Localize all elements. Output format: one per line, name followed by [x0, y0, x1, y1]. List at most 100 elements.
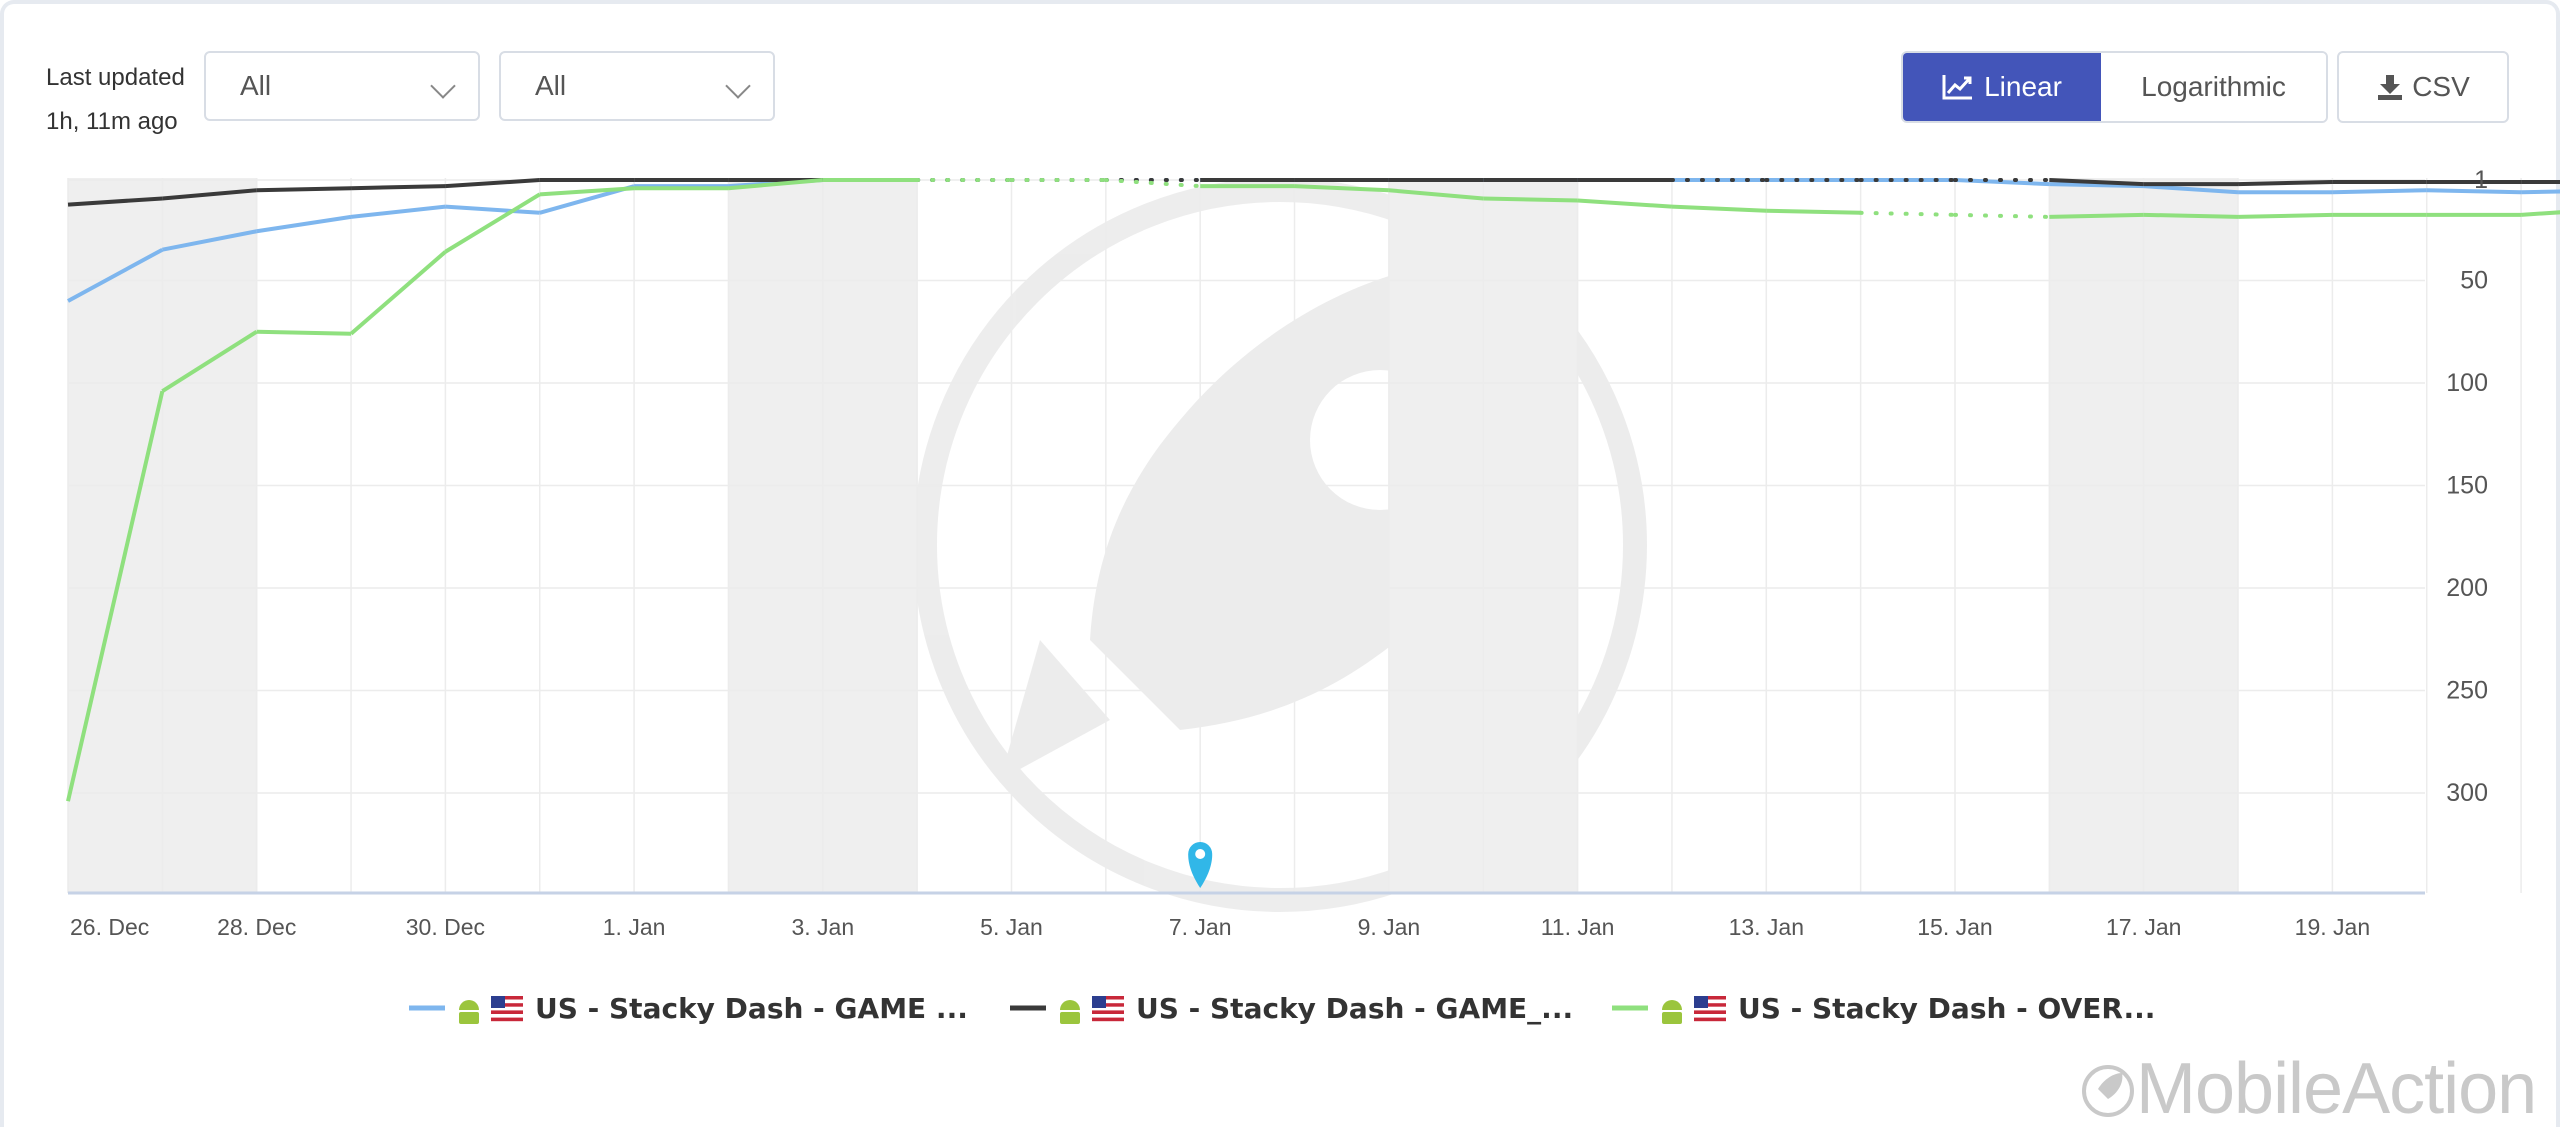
x-tick-label: 17. Jan — [2106, 914, 2181, 940]
series-segment — [2521, 189, 2560, 195]
filter-dropdown-1[interactable]: All — [204, 51, 480, 121]
flag-stripe — [1092, 1017, 1124, 1022]
flag-canton — [1092, 996, 1106, 1008]
series-segment — [2520, 210, 2560, 217]
series-segment — [2049, 182, 2144, 189]
flag-stripe — [491, 999, 523, 1004]
download-icon — [2378, 75, 2403, 100]
filter-dropdown-2[interactable]: All — [499, 51, 775, 121]
flag-canton — [1694, 996, 1708, 1008]
series-segment — [1294, 184, 1389, 193]
y-tick-label: 50 — [2460, 266, 2488, 294]
legend-item[interactable]: US - Stacky Dash - GAME_... — [1010, 992, 1573, 1025]
flag-stripe — [1092, 1014, 1124, 1018]
last-updated-value: 1h, 11m ago — [46, 108, 178, 135]
flag-stripe — [491, 1006, 523, 1011]
series-segment — [1766, 208, 1861, 215]
us-flag-icon — [1694, 996, 1726, 1022]
event-marker-icon — [1188, 842, 1213, 888]
android-icon — [1060, 1000, 1080, 1010]
filter-dropdown-2-value: All — [535, 70, 567, 101]
series-segment — [1483, 196, 1578, 203]
x-tick-label: 7. Jan — [1169, 914, 1232, 940]
flag-stripe — [1092, 1010, 1124, 1014]
x-tick-label: 26. Dec — [70, 914, 149, 940]
series-segment — [2049, 212, 2144, 219]
series-segment — [2238, 180, 2333, 187]
x-tick-label: 11. Jan — [1541, 914, 1615, 940]
flag-stripe — [491, 1003, 523, 1007]
y-tick-label: 250 — [2446, 676, 2488, 704]
series-segment — [67, 247, 164, 303]
series-segment — [444, 192, 541, 254]
flag-stripe — [491, 996, 523, 1000]
logarithmic-scale-label: Logarithmic — [2141, 71, 2286, 102]
x-tick-label: 13. Jan — [1729, 914, 1804, 940]
series-segment — [2143, 212, 2239, 219]
brand-name: MobileAction — [2136, 1049, 2537, 1129]
x-tick-label: 15. Jan — [1917, 914, 1992, 940]
series-segment — [256, 329, 352, 336]
last-updated: Last updated 1h, 11m ago — [46, 56, 185, 144]
y-tick-label: 100 — [2446, 369, 2488, 397]
series-segment — [2143, 184, 2239, 195]
mobileaction-logo: MobileAction — [2080, 1048, 2537, 1130]
filter-dropdown-1-value: All — [240, 70, 272, 101]
flag-stripe — [491, 1017, 523, 1022]
flag-stripe — [1092, 1006, 1124, 1011]
x-tick-label: 19. Jan — [2295, 914, 2370, 940]
flag-stripe — [1092, 996, 1124, 1000]
series-segment — [1577, 198, 1673, 209]
flag-stripe — [491, 1014, 523, 1018]
legend-item[interactable]: US - Stacky Dash - OVER... — [1612, 992, 2155, 1025]
legend-label: US - Stacky Dash - OVER... — [1738, 992, 2155, 1025]
flag-stripe — [1694, 1014, 1726, 1018]
series-segment — [445, 178, 540, 189]
series-segment — [162, 188, 257, 201]
series-segment — [349, 250, 447, 336]
series-segment — [445, 204, 540, 215]
series-segment — [1671, 204, 1767, 213]
flag-stripe — [1694, 996, 1726, 1000]
series-segment — [67, 196, 163, 207]
flag-stripe — [1092, 999, 1124, 1004]
flag-canton — [491, 996, 505, 1008]
linear-scale-button[interactable]: Linear — [1903, 53, 2101, 121]
series-segment — [161, 330, 258, 393]
flag-stripe — [1694, 999, 1726, 1004]
series-2 — [66, 178, 2560, 802]
x-tick-label: 5. Jan — [980, 914, 1043, 940]
last-updated-label: Last updated — [46, 64, 185, 91]
series-segment — [351, 184, 446, 191]
series-segment — [350, 204, 446, 219]
android-icon-body — [1060, 1012, 1080, 1024]
scale-toggle: Linear Logarithmic — [1901, 51, 2328, 123]
series-segment — [1858, 210, 1957, 217]
x-tick-label: 3. Jan — [791, 914, 854, 940]
csv-download-button[interactable]: CSV — [2337, 51, 2509, 123]
series-segment — [2332, 188, 2427, 195]
flag-stripe — [1694, 1006, 1726, 1011]
logarithmic-scale-button[interactable]: Logarithmic — [2101, 53, 2326, 121]
series-segment — [1388, 188, 1484, 201]
legend-item[interactable]: US - Stacky Dash - GAME ... — [409, 992, 968, 1025]
us-flag-icon — [1092, 996, 1124, 1022]
flag-stripe — [1694, 1017, 1726, 1022]
series-segment — [728, 178, 823, 191]
series-segment — [66, 390, 165, 802]
legend-label: US - Stacky Dash - GAME ... — [535, 992, 968, 1025]
x-tick-label: 1. Jan — [603, 914, 666, 940]
android-icon — [459, 1000, 479, 1010]
event-marker-dot — [1195, 849, 1206, 859]
y-tick-label: 150 — [2446, 471, 2488, 499]
series-segment — [256, 186, 352, 193]
legend-label: US - Stacky Dash - GAME_... — [1136, 992, 1573, 1025]
series-segment — [256, 214, 352, 234]
linear-scale-label: Linear — [1984, 71, 2062, 102]
series-segment — [161, 229, 258, 252]
y-tick-label: 200 — [2446, 574, 2488, 602]
x-tick-label: 30. Dec — [406, 914, 485, 940]
series-segment — [1103, 178, 1203, 189]
